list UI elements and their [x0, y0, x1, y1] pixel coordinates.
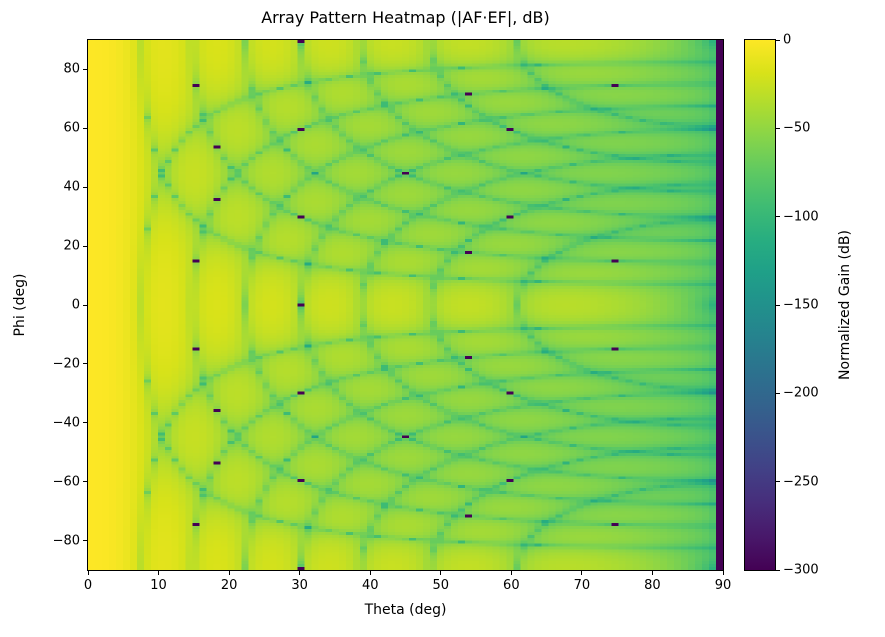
y-tick-label: −40	[52, 415, 80, 431]
y-tick-mark	[83, 363, 87, 365]
colorbar-tick-mark	[776, 569, 780, 571]
x-tick-label: 0	[83, 578, 93, 593]
colorbar-tick-mark	[776, 392, 780, 394]
x-tick-mark	[228, 571, 230, 575]
colorbar-tick-label: −300	[783, 562, 819, 578]
y-tick-mark	[83, 68, 87, 70]
colorbar-tick-label: −50	[783, 120, 811, 136]
y-tick-mark	[83, 481, 87, 483]
colorbar-tick-label: −100	[783, 209, 819, 225]
x-tick-label: 10	[150, 578, 167, 593]
y-tick-mark	[83, 245, 87, 247]
x-tick-mark	[440, 571, 442, 575]
colorbar-tick-label: −200	[783, 385, 819, 401]
x-tick-mark	[651, 571, 653, 575]
y-tick-label: −80	[52, 533, 80, 549]
colorbar-tick-mark	[776, 304, 780, 306]
y-tick-label: 0	[71, 297, 80, 313]
x-tick-label: 40	[361, 578, 379, 593]
y-tick-label: 80	[63, 61, 80, 77]
colorbar-label: Normalized Gain (dB)	[837, 230, 853, 380]
x-tick-label: 20	[220, 578, 238, 593]
y-tick-mark	[83, 540, 87, 542]
chart-title: Array Pattern Heatmap (|AF·EF|, dB)	[261, 8, 550, 27]
x-tick-label: 60	[503, 578, 520, 593]
x-tick-mark	[581, 571, 583, 575]
y-tick-mark	[83, 304, 87, 306]
colorbar-tick-mark	[776, 216, 780, 218]
x-tick-mark	[510, 571, 512, 575]
x-tick-mark	[299, 571, 301, 575]
x-tick-mark	[722, 571, 724, 575]
x-tick-label: 80	[644, 578, 661, 593]
colorbar-tick-label: −250	[783, 474, 819, 490]
x-tick-label: 30	[291, 578, 308, 593]
y-tick-label: 20	[63, 238, 80, 254]
y-tick-mark	[83, 127, 87, 129]
x-tick-label: 50	[432, 578, 450, 593]
plot-area	[87, 39, 724, 571]
y-tick-label: −60	[52, 474, 80, 490]
x-tick-mark	[158, 571, 160, 575]
colorbar-tick-mark	[776, 39, 780, 41]
y-tick-label: −20	[52, 356, 80, 372]
heatmap-canvas	[88, 40, 723, 570]
y-tick-label: 60	[63, 120, 80, 136]
x-tick-mark	[87, 571, 89, 575]
x-tick-mark	[369, 571, 371, 575]
x-tick-label: 90	[714, 578, 732, 593]
y-tick-mark	[83, 422, 87, 424]
colorbar-gradient	[745, 40, 775, 570]
y-tick-mark	[83, 186, 87, 188]
y-tick-label: 40	[63, 179, 80, 195]
colorbar-tick-label: 0	[783, 32, 792, 48]
colorbar-tick-label: −150	[783, 297, 819, 313]
colorbar	[744, 39, 776, 571]
colorbar-tick-mark	[776, 127, 780, 129]
colorbar-tick-mark	[776, 481, 780, 483]
x-axis-label: Theta (deg)	[364, 602, 447, 618]
x-tick-label: 70	[573, 578, 591, 593]
